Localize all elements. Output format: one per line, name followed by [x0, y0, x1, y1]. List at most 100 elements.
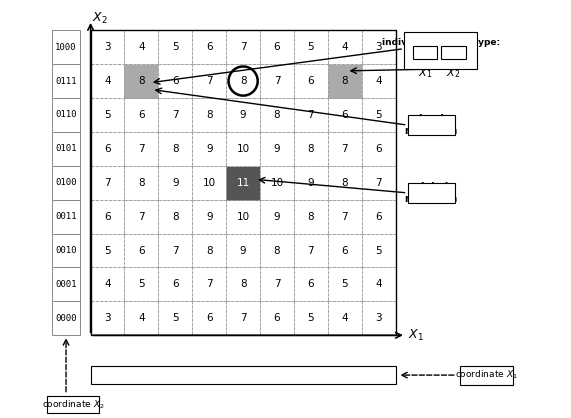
Text: 4: 4	[138, 314, 145, 323]
Text: 0000: 0000	[55, 314, 77, 323]
Bar	[158, 64, 192, 98]
Bar	[362, 98, 396, 132]
Bar	[362, 132, 396, 166]
Bar	[226, 268, 260, 301]
Bar	[192, 234, 226, 268]
Text: 4: 4	[341, 42, 348, 52]
Text: 9: 9	[172, 178, 179, 188]
Text: 8: 8	[206, 245, 212, 255]
Text: 3: 3	[104, 42, 111, 52]
Bar	[51, 64, 81, 98]
Bar	[362, 268, 396, 301]
Text: 6: 6	[104, 144, 111, 154]
Text: 6: 6	[206, 42, 212, 52]
Bar	[328, 166, 362, 200]
Bar	[260, 98, 294, 132]
Text: 0101: 0101	[55, 144, 77, 153]
Text: 10: 10	[271, 178, 284, 188]
Text: 6: 6	[206, 314, 212, 323]
Text: $X_1$: $X_1$	[417, 66, 432, 80]
Bar	[91, 200, 124, 234]
Bar	[226, 64, 260, 98]
Text: 0111: 0111	[441, 48, 466, 58]
Bar	[260, 268, 294, 301]
Text: 8: 8	[274, 245, 280, 255]
Bar	[124, 132, 158, 166]
Bar	[51, 98, 81, 132]
Bar	[328, 64, 362, 98]
Bar	[192, 132, 226, 166]
Bar	[362, 301, 396, 335]
Text: 0111: 0111	[55, 76, 77, 86]
Bar	[158, 268, 192, 301]
Text: 9: 9	[240, 110, 247, 120]
Bar	[328, 30, 362, 64]
Bar	[91, 301, 124, 335]
Text: 7: 7	[274, 279, 280, 289]
Text: 0010: 0010	[164, 371, 186, 380]
Text: 4: 4	[341, 314, 348, 323]
Bar	[124, 166, 158, 200]
Text: 7: 7	[274, 76, 280, 86]
Text: 7: 7	[240, 314, 247, 323]
Text: 7: 7	[308, 245, 314, 255]
Bar	[192, 268, 226, 301]
Bar	[51, 132, 81, 166]
Bar	[294, 268, 328, 301]
Text: local
maximum: local maximum	[405, 114, 458, 136]
Bar	[328, 301, 362, 335]
Text: 9: 9	[206, 212, 212, 222]
Bar	[294, 301, 328, 335]
Text: 0101: 0101	[412, 48, 437, 58]
Bar	[226, 234, 260, 268]
Text: 7: 7	[206, 279, 212, 289]
Bar	[226, 98, 260, 132]
Text: $X_1$: $X_1$	[408, 328, 423, 343]
Text: 5: 5	[104, 110, 111, 120]
Text: 8: 8	[341, 178, 348, 188]
Bar	[294, 166, 328, 200]
Bar	[124, 64, 158, 98]
Text: 7: 7	[341, 144, 348, 154]
Text: 8: 8	[172, 212, 179, 222]
Bar	[46, 396, 99, 413]
Bar	[51, 301, 81, 335]
Bar	[408, 183, 455, 203]
Text: 6: 6	[375, 144, 382, 154]
Text: 7: 7	[375, 178, 382, 188]
Text: 7: 7	[138, 212, 145, 222]
Text: 0101: 0101	[266, 371, 288, 380]
Bar	[226, 301, 260, 335]
Bar	[91, 366, 396, 385]
Bar	[260, 200, 294, 234]
Text: 4: 4	[375, 76, 382, 86]
Bar	[51, 200, 81, 234]
Bar	[124, 234, 158, 268]
Text: 10: 10	[236, 144, 250, 154]
Text: 6: 6	[274, 42, 280, 52]
Bar	[91, 98, 124, 132]
Text: 0111: 0111	[334, 371, 356, 380]
Text: 0011: 0011	[55, 212, 77, 221]
Text: 1000: 1000	[55, 43, 77, 52]
Text: 7: 7	[104, 178, 111, 188]
Text: coordinate $X_2$: coordinate $X_2$	[42, 398, 104, 411]
Text: 5: 5	[308, 42, 314, 52]
Text: 0100: 0100	[55, 178, 77, 187]
Bar	[91, 30, 396, 335]
Bar	[124, 30, 158, 64]
Text: 1000: 1000	[368, 371, 389, 380]
Bar	[294, 30, 328, 64]
Bar	[158, 132, 192, 166]
Text: 6: 6	[341, 245, 348, 255]
Bar	[362, 200, 396, 234]
Text: individual of genotype:: individual of genotype:	[381, 38, 500, 47]
Text: 11: 11	[236, 178, 250, 188]
Bar	[413, 46, 437, 59]
Bar	[158, 98, 192, 132]
Bar	[294, 132, 328, 166]
Text: 6: 6	[172, 76, 179, 86]
Bar	[460, 366, 513, 385]
Text: 6: 6	[138, 245, 145, 255]
Text: 9: 9	[274, 144, 280, 154]
